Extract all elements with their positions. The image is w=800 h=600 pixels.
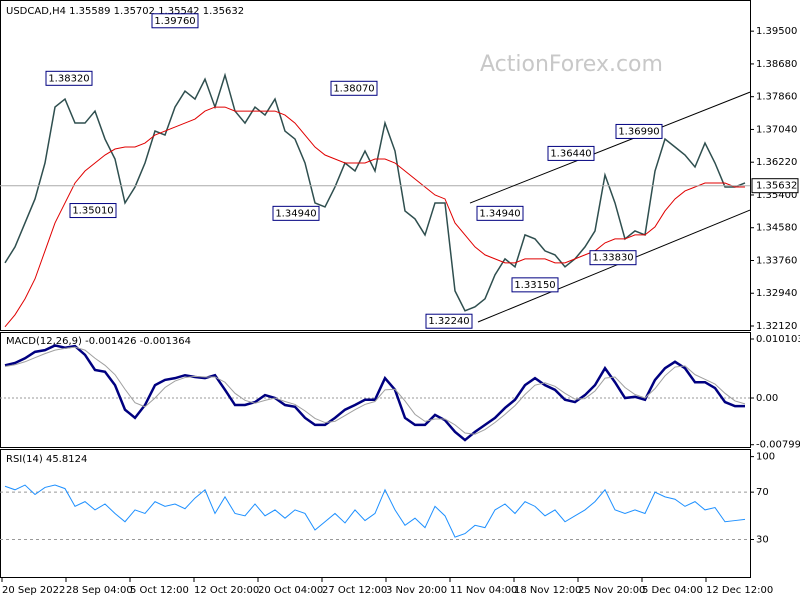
x-tick-label: 5 Oct 12:00 <box>130 585 189 596</box>
x-tick-label: 28 Sep 04:00 <box>66 585 133 596</box>
price-panel <box>0 0 751 331</box>
y-tick-label: 100 <box>756 452 775 463</box>
last-price-label: 1.35632 <box>756 181 797 192</box>
macd-panel <box>0 332 751 448</box>
x-tick-label: 25 Nov 20:00 <box>578 585 645 596</box>
annotation-label: 1.33150 <box>514 280 555 291</box>
annotation-box <box>425 313 473 329</box>
annotation-box <box>272 205 320 221</box>
x-tick-label: 27 Oct 12:00 <box>322 585 387 596</box>
y-tick-label: 1.33760 <box>756 255 797 266</box>
annotation-label: 1.34940 <box>479 208 520 219</box>
rsi-panel <box>0 449 751 578</box>
x-tick-label: 5 Dec 04:00 <box>642 585 703 596</box>
annotation-label: 1.35010 <box>72 206 113 217</box>
annotation-label: 1.34940 <box>275 208 316 219</box>
annotation-box <box>589 250 637 266</box>
annotation-label: 1.38320 <box>48 73 89 84</box>
series-line <box>4 346 746 435</box>
annotation-label: 1.32240 <box>428 316 469 327</box>
series-line <box>4 484 746 538</box>
trendline <box>469 91 751 204</box>
annotation-box <box>330 80 378 96</box>
y-tick-label: -0.007998 <box>756 440 800 451</box>
annotation-box <box>45 70 93 86</box>
annotation-label: 1.39760 <box>154 16 195 27</box>
y-tick-label: 70 <box>756 487 769 498</box>
rsi-title: RSI(14) 45.8124 <box>6 454 87 465</box>
y-tick-label: 0.010103 <box>756 334 800 345</box>
annotation-box <box>476 205 524 221</box>
annotation-box <box>547 145 595 161</box>
annotation-label: 1.36990 <box>618 126 659 137</box>
y-tick-label: 1.34580 <box>756 223 797 234</box>
annotation-label: 1.33830 <box>592 253 633 264</box>
x-tick-label: 20 Oct 04:00 <box>258 585 323 596</box>
annotation-box <box>511 277 559 293</box>
annotation-label: 1.38070 <box>333 83 374 94</box>
series-line <box>4 106 745 328</box>
y-tick-label: 1.32120 <box>756 321 797 332</box>
y-tick-label: 1.39500 <box>756 26 797 37</box>
y-tick-label: 30 <box>756 535 769 546</box>
y-tick-label: 1.35400 <box>756 190 797 201</box>
x-tick-label: 12 Dec 12:00 <box>706 585 773 596</box>
annotation-box <box>151 13 199 29</box>
y-tick-label: 0.00 <box>756 393 778 404</box>
series-line <box>4 344 745 442</box>
y-tick-label: 1.32940 <box>756 288 797 299</box>
annotation-box <box>69 203 117 219</box>
annotation-box <box>615 123 663 139</box>
x-tick-label: 3 Nov 20:00 <box>386 585 447 596</box>
watermark: ActionForex.com <box>480 52 663 77</box>
trendline <box>477 209 751 323</box>
annotation-label: 1.36440 <box>550 148 591 159</box>
y-tick-label: 1.37860 <box>756 92 797 103</box>
y-tick-label: 1.37040 <box>756 124 797 135</box>
series-line <box>4 72 746 312</box>
y-tick-label: 1.36220 <box>756 157 797 168</box>
last-price-box <box>751 178 799 194</box>
y-tick-label: 1.38680 <box>756 59 797 70</box>
x-tick-label: 20 Sep 2022 <box>2 585 65 596</box>
macd-title: MACD(12,26,9) -0.001426 -0.001364 <box>6 336 191 347</box>
x-tick-label: 12 Oct 20:00 <box>194 585 259 596</box>
x-tick-label: 11 Nov 04:00 <box>450 585 517 596</box>
chart-title: USDCAD,H4 1.35589 1.35702 1.35542 1.3563… <box>6 6 244 17</box>
x-tick-label: 18 Nov 12:00 <box>514 585 581 596</box>
